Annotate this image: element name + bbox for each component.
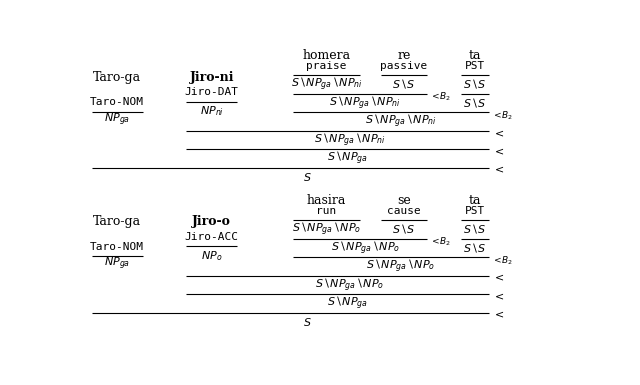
Text: $S\!\setminus\!NP_{ga}\!\setminus\!NP_{o}$: $S\!\setminus\!NP_{ga}\!\setminus\!NP_{o…: [315, 276, 384, 294]
Text: ta: ta: [469, 49, 481, 62]
Text: Taro-ga: Taro-ga: [93, 70, 141, 84]
Text: $<\!B_2$: $<\!B_2$: [429, 91, 451, 103]
Text: $S\!\setminus\!S$: $S\!\setminus\!S$: [463, 241, 487, 254]
Text: $<$: $<$: [492, 274, 504, 284]
Text: Taro-NOM: Taro-NOM: [90, 97, 144, 107]
Text: $<\!B_2$: $<\!B_2$: [492, 109, 513, 122]
Text: $<$: $<$: [492, 292, 504, 302]
Text: $<$: $<$: [492, 129, 504, 139]
Text: $S\!\setminus\!NP_{ga}\!\setminus\!NP_{ni}$: $S\!\setminus\!NP_{ga}\!\setminus\!NP_{n…: [314, 131, 385, 149]
Text: $NP_{ga}$: $NP_{ga}$: [104, 256, 131, 272]
Text: praise: praise: [306, 61, 347, 71]
Text: re: re: [397, 49, 411, 62]
Text: $S$: $S$: [303, 171, 312, 183]
Text: passive: passive: [380, 61, 428, 71]
Text: hasira: hasira: [307, 194, 346, 207]
Text: Taro-NOM: Taro-NOM: [90, 242, 144, 252]
Text: $S\!\setminus\!S$: $S\!\setminus\!S$: [392, 78, 416, 91]
Text: $NP_{o}$: $NP_{o}$: [201, 249, 223, 263]
Text: $S\!\setminus\!NP_{ga}$: $S\!\setminus\!NP_{ga}$: [327, 150, 368, 167]
Text: $<\!B_2$: $<\!B_2$: [492, 254, 513, 266]
Text: $NP_{ga}$: $NP_{ga}$: [104, 111, 131, 127]
Text: $S\!\setminus\!S$: $S\!\setminus\!S$: [392, 223, 416, 236]
Text: Taro-ga: Taro-ga: [93, 215, 141, 228]
Text: Jiro-o: Jiro-o: [192, 215, 231, 228]
Text: $<$: $<$: [492, 311, 504, 321]
Text: $S\!\setminus\!S$: $S\!\setminus\!S$: [463, 97, 487, 110]
Text: homera: homera: [302, 49, 351, 62]
Text: $<$: $<$: [492, 166, 504, 176]
Text: ta: ta: [469, 194, 481, 207]
Text: $<\!B_2$: $<\!B_2$: [429, 236, 451, 248]
Text: $S\!\setminus\!NP_{ga}\!\setminus\!NP_{ni}$: $S\!\setminus\!NP_{ga}\!\setminus\!NP_{n…: [291, 76, 362, 94]
Text: cause: cause: [387, 206, 421, 216]
Text: $NP_{ni}$: $NP_{ni}$: [200, 104, 224, 118]
Text: $S\!\setminus\!NP_{ga}\!\setminus\!NP_{o}$: $S\!\setminus\!NP_{ga}\!\setminus\!NP_{o…: [331, 239, 400, 257]
Text: $S\!\setminus\!NP_{ga}\!\setminus\!NP_{o}$: $S\!\setminus\!NP_{ga}\!\setminus\!NP_{o…: [292, 221, 361, 238]
Text: $S\!\setminus\!NP_{ga}\!\setminus\!NP_{o}$: $S\!\setminus\!NP_{ga}\!\setminus\!NP_{o…: [366, 258, 435, 275]
Text: $S\!\setminus\!NP_{ga}\!\setminus\!NP_{ni}$: $S\!\setminus\!NP_{ga}\!\setminus\!NP_{n…: [365, 113, 436, 131]
Text: PST: PST: [465, 61, 485, 71]
Text: $<$: $<$: [492, 147, 504, 157]
Text: $S\!\setminus\!S$: $S\!\setminus\!S$: [463, 223, 487, 236]
Text: se: se: [397, 194, 411, 207]
Text: $S\!\setminus\!NP_{ga}\!\setminus\!NP_{ni}$: $S\!\setminus\!NP_{ga}\!\setminus\!NP_{n…: [330, 94, 401, 112]
Text: Jiro-DAT: Jiro-DAT: [185, 87, 239, 97]
Text: $S\!\setminus\!NP_{ga}$: $S\!\setminus\!NP_{ga}$: [327, 295, 368, 312]
Text: Jiro-ni: Jiro-ni: [189, 70, 234, 84]
Text: PST: PST: [465, 206, 485, 216]
Text: $S$: $S$: [303, 316, 312, 328]
Text: run: run: [316, 206, 337, 216]
Text: $S\!\setminus\!S$: $S\!\setminus\!S$: [463, 78, 487, 91]
Text: Jiro-ACC: Jiro-ACC: [185, 232, 239, 242]
